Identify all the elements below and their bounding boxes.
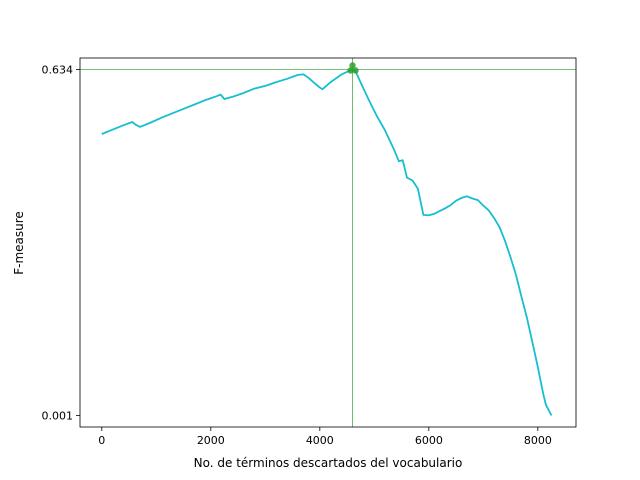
x-tick-label: 6000 (415, 434, 443, 447)
x-tick-label: 0 (98, 434, 105, 447)
plot-frame (79, 57, 577, 428)
x-tick-label: 2000 (197, 434, 225, 447)
best-point-marker (347, 67, 354, 74)
y-tick-label: 0.634 (42, 63, 74, 76)
y-tick-label: 0.001 (42, 410, 74, 423)
series-line-0 (101, 68, 553, 416)
x-tick-label: 4000 (306, 434, 334, 447)
best-point-marker (352, 67, 359, 74)
y-axis-label: F-measure (12, 211, 26, 275)
x-axis-label: No. de términos descartados del vocabula… (194, 456, 463, 470)
best-point-marker (349, 62, 356, 69)
x-tick-label: 8000 (524, 434, 552, 447)
